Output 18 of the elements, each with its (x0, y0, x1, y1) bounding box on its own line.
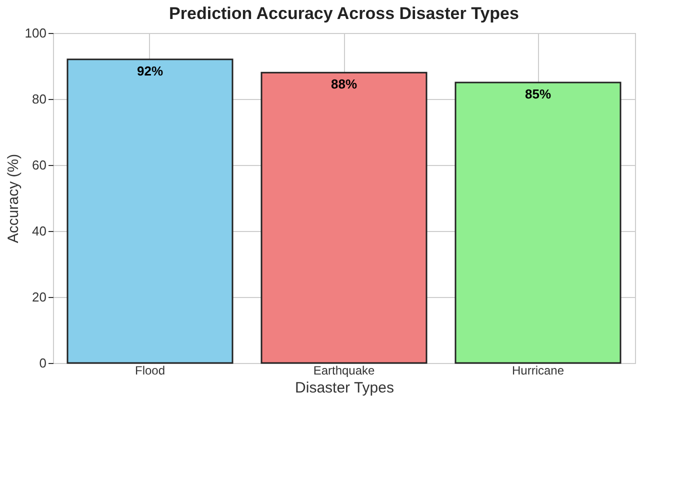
data-label: 92% (136, 63, 164, 78)
x-tick-label: Flood (134, 364, 166, 378)
data-label: 85% (524, 86, 552, 102)
bar (454, 82, 622, 364)
y-tick-label: 60 (32, 158, 46, 172)
bar (66, 58, 234, 364)
x-tick-label: Earthquake (313, 364, 376, 378)
y-axis-title: Accuracy (%) (4, 154, 22, 244)
y-tick-label: 40 (32, 224, 46, 238)
y-tick-label: 20 (32, 290, 46, 304)
x-tick-label: Hurricane (512, 364, 564, 378)
chart-title: Prediction Accuracy Across Disaster Types (169, 4, 519, 23)
y-tick-label: 100 (24, 26, 46, 40)
y-tick-label: 0 (39, 356, 46, 370)
data-label: 88% (330, 76, 358, 92)
x-axis-title: Disaster Types (295, 380, 394, 396)
bar (260, 72, 428, 364)
y-tick-label: 80 (32, 92, 46, 106)
